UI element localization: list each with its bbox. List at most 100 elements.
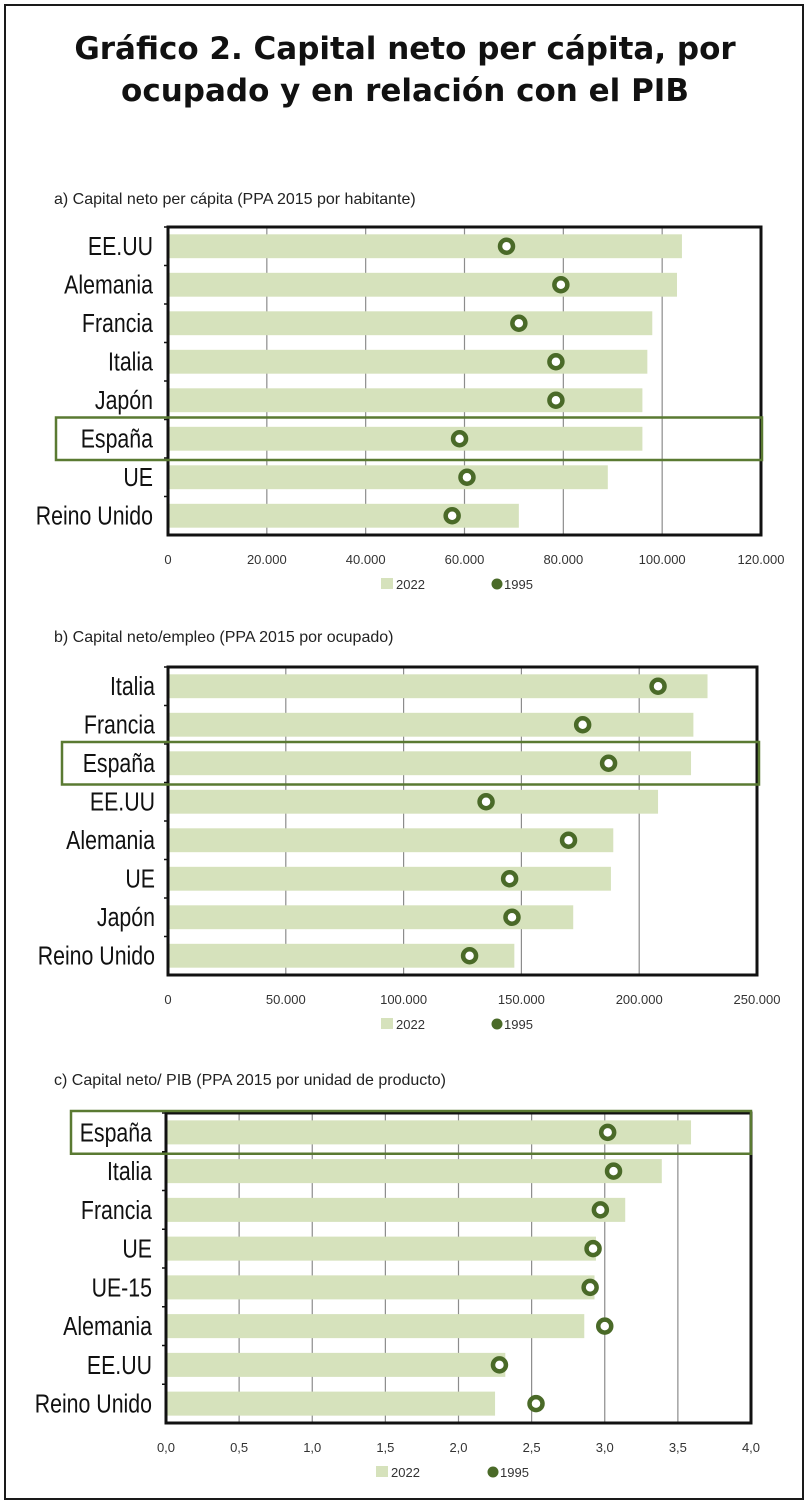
category-label: Alemania bbox=[63, 1312, 153, 1342]
x-tick-label: 150.000 bbox=[498, 992, 545, 1007]
legend-label-1995: 1995 bbox=[504, 577, 533, 592]
bar-2022-francia bbox=[168, 311, 653, 336]
category-label: UE bbox=[122, 1235, 152, 1265]
legend-label-2022: 2022 bbox=[396, 1017, 425, 1032]
x-tick-label: 2,0 bbox=[449, 1440, 467, 1455]
x-tick-label: 0 bbox=[164, 992, 171, 1007]
marker-1995-españa bbox=[598, 1123, 617, 1142]
category-label: España bbox=[83, 749, 156, 779]
plot-frame bbox=[166, 665, 759, 977]
legend-label-1995: 1995 bbox=[500, 1465, 529, 1480]
figure-title-line-2: ocupado y en relación con el PIB bbox=[121, 73, 689, 109]
marker-1995-reino-unido bbox=[527, 1394, 545, 1413]
category-label: Japón bbox=[97, 903, 155, 933]
x-tick-label: 2,5 bbox=[523, 1440, 541, 1455]
x-tick-label: 0 bbox=[164, 552, 171, 567]
legend-label-1995: 1995 bbox=[504, 1017, 533, 1032]
marker-1995-alemania bbox=[552, 276, 570, 294]
figure-frame bbox=[4, 4, 804, 1500]
chart-a: a) Capital neto per cápita (PPA 2015 por… bbox=[36, 191, 785, 592]
legend-swatch-2022 bbox=[381, 578, 393, 589]
category-label: Reino Unido bbox=[36, 502, 153, 532]
marker-1995-alemania bbox=[596, 1317, 614, 1335]
x-tick-label: 80.000 bbox=[543, 552, 583, 567]
bar-2022-alemania bbox=[168, 828, 614, 853]
category-label: Francia bbox=[82, 309, 154, 339]
x-tick-label: 200.000 bbox=[616, 992, 663, 1007]
x-tick-label: 3,5 bbox=[669, 1440, 687, 1455]
bar-2022-ue bbox=[168, 866, 611, 891]
x-tick-label: 100.000 bbox=[380, 992, 427, 1007]
chart-subtitle: b) Capital neto/empleo (PPA 2015 por ocu… bbox=[54, 629, 393, 646]
highlight-box bbox=[69, 1109, 753, 1155]
x-tick-label: 250.000 bbox=[734, 992, 781, 1007]
category-label: Alemania bbox=[66, 826, 156, 856]
category-label: Italia bbox=[108, 348, 154, 378]
x-tick-label: 3,0 bbox=[596, 1440, 614, 1455]
marker-1995-italia bbox=[649, 677, 667, 695]
bar-2022-ue bbox=[168, 465, 608, 490]
marker-1995-alemania bbox=[559, 831, 578, 849]
category-label: Francia bbox=[84, 711, 156, 741]
chart-c: c) Capital neto/ PIB (PPA 2015 por unida… bbox=[35, 1072, 760, 1480]
bar-2022-ue bbox=[166, 1236, 596, 1261]
legend-swatch-2022 bbox=[381, 1018, 393, 1029]
category-label: EE.UU bbox=[90, 788, 155, 818]
x-tick-label: 0,0 bbox=[157, 1440, 175, 1455]
category-label: España bbox=[81, 425, 154, 455]
bar-2022-españa bbox=[168, 426, 643, 451]
category-label: UE bbox=[125, 865, 155, 895]
legend-marker-1995 bbox=[491, 578, 503, 590]
legend-label-2022: 2022 bbox=[396, 577, 425, 592]
marker-1995-francia bbox=[510, 314, 528, 332]
x-tick-label: 1,0 bbox=[303, 1440, 321, 1455]
category-label: Francia bbox=[81, 1196, 153, 1226]
bar-2022-ee-uu bbox=[166, 1352, 506, 1377]
marker-1995-japón bbox=[547, 391, 565, 409]
highlight-box bbox=[54, 416, 764, 462]
category-label: Reino Unido bbox=[38, 942, 155, 972]
plot-frame bbox=[164, 1111, 753, 1425]
marker-1995-reino-unido bbox=[460, 947, 479, 965]
marker-1995-ue bbox=[584, 1239, 602, 1258]
bar-2022-reino-unido bbox=[166, 1391, 496, 1416]
figure-title-line-1: Gráfico 2. Capital neto per cápita, por bbox=[74, 31, 736, 67]
category-label: Italia bbox=[110, 672, 156, 702]
chart-subtitle: a) Capital neto per cápita (PPA 2015 por… bbox=[54, 191, 416, 208]
category-label: Reino Unido bbox=[35, 1390, 152, 1420]
category-label: EE.UU bbox=[88, 232, 153, 262]
chart-subtitle: c) Capital neto/ PIB (PPA 2015 por unida… bbox=[54, 1072, 446, 1089]
x-tick-label: 120.000 bbox=[738, 552, 785, 567]
plot-frame bbox=[166, 225, 763, 537]
category-label: Japón bbox=[95, 386, 153, 416]
marker-1995-españa bbox=[450, 430, 469, 448]
bar-2022-ee-uu bbox=[168, 789, 659, 814]
bar-2022-españa bbox=[168, 751, 692, 776]
category-label: Alemania bbox=[64, 271, 154, 301]
bar-2022-ue-15 bbox=[166, 1275, 595, 1300]
marker-1995-japón bbox=[503, 908, 521, 926]
marker-1995-ue-15 bbox=[581, 1278, 599, 1297]
x-tick-label: 4,0 bbox=[742, 1440, 760, 1455]
x-tick-label: 60.000 bbox=[445, 552, 485, 567]
x-tick-label: 20.000 bbox=[247, 552, 287, 567]
bar-2022-italia bbox=[168, 349, 648, 374]
marker-1995-italia bbox=[547, 353, 565, 371]
figure-title: Gráfico 2. Capital neto per cápita, por … bbox=[0, 28, 810, 112]
marker-1995-ue bbox=[458, 468, 476, 486]
x-tick-label: 0,5 bbox=[230, 1440, 248, 1455]
chart-b: b) Capital neto/empleo (PPA 2015 por ocu… bbox=[38, 629, 781, 1032]
marker-1995-ee-uu bbox=[477, 793, 495, 811]
marker-1995-francia bbox=[573, 716, 592, 734]
bar-2022-alemania bbox=[168, 272, 677, 297]
marker-1995-españa bbox=[599, 754, 618, 772]
category-label: EE.UU bbox=[87, 1351, 152, 1381]
legend-marker-1995 bbox=[487, 1466, 499, 1478]
marker-1995-ee-uu bbox=[490, 1356, 509, 1374]
bar-2022-reino-unido bbox=[168, 503, 519, 528]
legend-label-2022: 2022 bbox=[391, 1465, 420, 1480]
category-label: Italia bbox=[107, 1157, 153, 1187]
x-tick-label: 1,5 bbox=[376, 1440, 394, 1455]
legend-marker-1995 bbox=[491, 1018, 503, 1030]
